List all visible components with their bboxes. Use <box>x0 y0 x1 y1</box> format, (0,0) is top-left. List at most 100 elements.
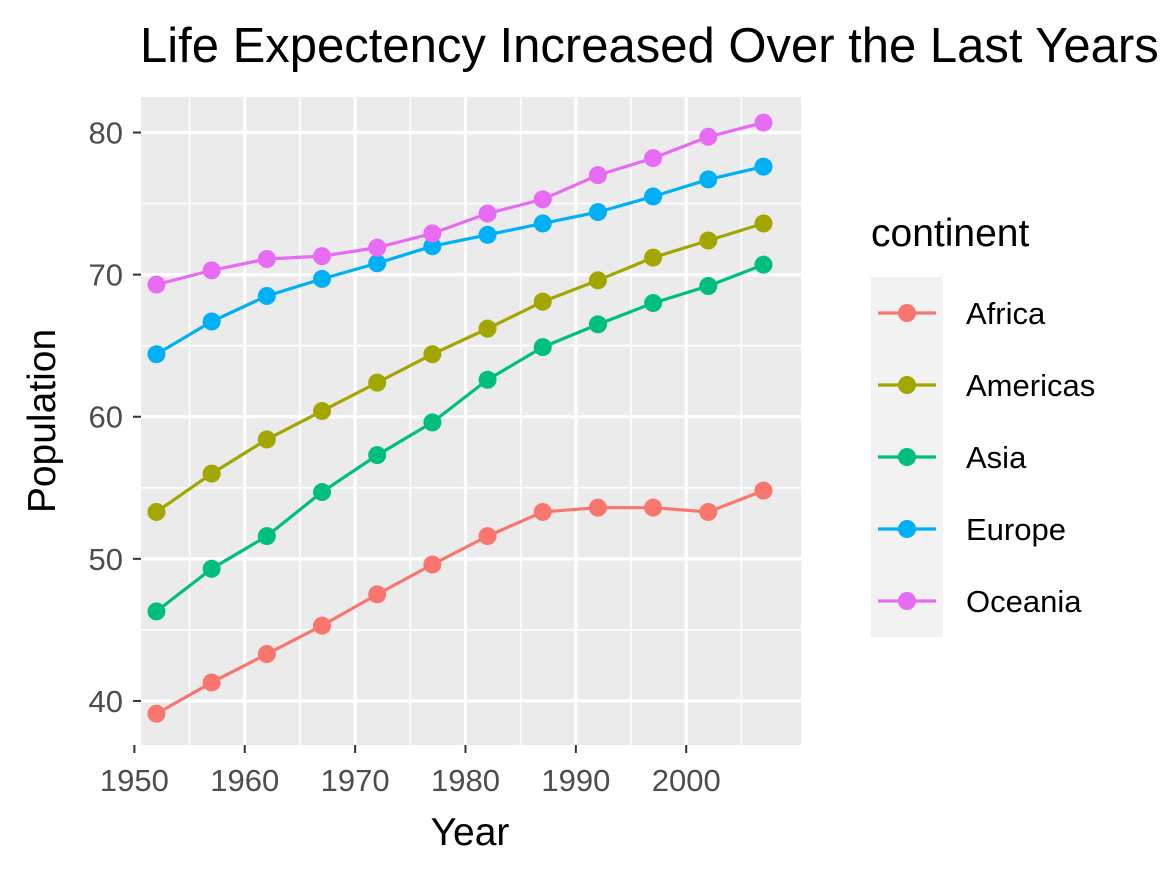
x-tick-label: 2000 <box>652 763 721 798</box>
data-point-americas <box>588 271 607 290</box>
series-africa <box>147 481 773 723</box>
data-point-europe <box>313 269 332 288</box>
data-point-africa <box>423 555 442 574</box>
x-tick-label: 1950 <box>100 763 169 798</box>
data-point-americas <box>533 292 552 311</box>
data-point-americas <box>257 430 276 449</box>
legend-marker-asia <box>898 448 916 466</box>
panel-background <box>141 97 801 745</box>
data-point-oceania <box>313 247 332 266</box>
series-asia <box>147 255 773 621</box>
data-point-oceania <box>754 113 773 132</box>
data-point-europe <box>202 312 221 331</box>
y-tick-label: 40 <box>89 684 123 719</box>
axes: 1950 1960 1970 1980 1990 2000 40 50 60 70 80 <box>89 116 721 798</box>
data-point-americas <box>423 345 442 364</box>
data-point-americas <box>478 319 497 338</box>
y-tick-label: 50 <box>89 542 123 577</box>
legend-title: continent <box>871 212 1029 255</box>
data-point-africa <box>313 616 332 635</box>
legend-item-asia: Asia <box>878 440 1027 475</box>
data-point-americas <box>754 214 773 233</box>
series-line-europe <box>155 165 764 356</box>
data-point-africa <box>202 673 221 692</box>
legend-item-americas: Americas <box>878 368 1095 403</box>
x-tick-label: 1970 <box>321 763 390 798</box>
data-point-asia <box>699 277 718 295</box>
series-oceania <box>147 113 773 294</box>
y-tick-label: 60 <box>89 400 123 435</box>
data-point-oceania <box>644 149 663 168</box>
data-point-oceania <box>147 275 166 294</box>
data-point-europe <box>588 203 607 222</box>
series-line-oceania <box>156 121 764 287</box>
data-point-oceania <box>588 166 607 185</box>
data-point-europe <box>754 157 773 176</box>
data-point-oceania <box>202 261 221 280</box>
legend-marker-oceania <box>898 592 916 610</box>
data-point-asia <box>423 413 442 432</box>
y-tick-label: 70 <box>89 258 123 293</box>
data-point-oceania <box>478 204 497 223</box>
data-point-europe <box>644 187 663 206</box>
data-point-europe <box>699 170 718 189</box>
data-point-africa <box>147 704 166 723</box>
data-point-americas <box>147 502 166 521</box>
legend-label-europe: Europe <box>966 512 1066 547</box>
chart-title: Life Expectency Increased Over the Last … <box>140 19 1159 73</box>
data-point-oceania <box>257 250 276 268</box>
data-point-americas <box>644 248 663 267</box>
data-point-africa <box>478 527 497 546</box>
data-point-americas <box>313 402 332 421</box>
legend-item-africa: Africa <box>878 296 1046 331</box>
legend-marker-africa <box>898 304 916 322</box>
data-point-americas <box>202 464 221 483</box>
data-point-africa <box>533 502 552 521</box>
legend-label-africa: Africa <box>966 296 1046 331</box>
data-point-asia <box>644 294 663 313</box>
data-point-oceania <box>368 238 387 257</box>
data-point-africa <box>699 502 718 521</box>
data-point-africa <box>644 498 663 517</box>
data-point-africa <box>754 481 773 500</box>
legend-label-asia: Asia <box>966 440 1027 475</box>
series-americas <box>147 214 773 521</box>
legend-marker-europe <box>898 520 916 538</box>
plot-panel <box>132 97 801 745</box>
legend-label-americas: Americas <box>966 368 1095 403</box>
y-tick-label: 80 <box>89 116 123 151</box>
data-point-africa <box>588 498 607 517</box>
data-point-oceania <box>533 190 552 209</box>
legend-item-oceania: Oceania <box>878 584 1082 619</box>
series-europe <box>147 157 773 364</box>
data-point-asia <box>202 559 221 578</box>
x-axis-title: Year <box>431 811 510 854</box>
data-point-asia <box>478 370 497 389</box>
series-line-africa <box>155 489 765 716</box>
y-axis-title: Population <box>21 329 64 513</box>
data-point-asia <box>588 315 607 334</box>
data-point-asia <box>313 483 332 502</box>
data-point-asia <box>257 527 276 546</box>
series-line-asia <box>155 263 765 613</box>
data-point-europe <box>257 286 276 305</box>
data-point-americas <box>699 231 718 250</box>
data-point-europe <box>533 214 552 233</box>
x-tick-label: 1960 <box>210 763 279 798</box>
data-point-africa <box>368 585 387 604</box>
legend: continent Africa Americas Asia Europe Oceania <box>871 212 1095 637</box>
x-tick-label: 1980 <box>431 763 500 798</box>
series-layer <box>147 113 773 723</box>
series-line-americas <box>155 221 764 514</box>
data-point-asia <box>368 446 387 465</box>
data-point-oceania <box>423 224 442 243</box>
data-point-asia <box>533 338 552 357</box>
data-point-europe <box>423 237 442 256</box>
legend-marker-americas <box>898 376 916 394</box>
data-point-americas <box>368 373 387 392</box>
data-point-europe <box>147 345 166 364</box>
data-point-europe <box>368 254 387 273</box>
data-point-europe <box>478 225 497 244</box>
data-point-asia <box>147 602 166 621</box>
